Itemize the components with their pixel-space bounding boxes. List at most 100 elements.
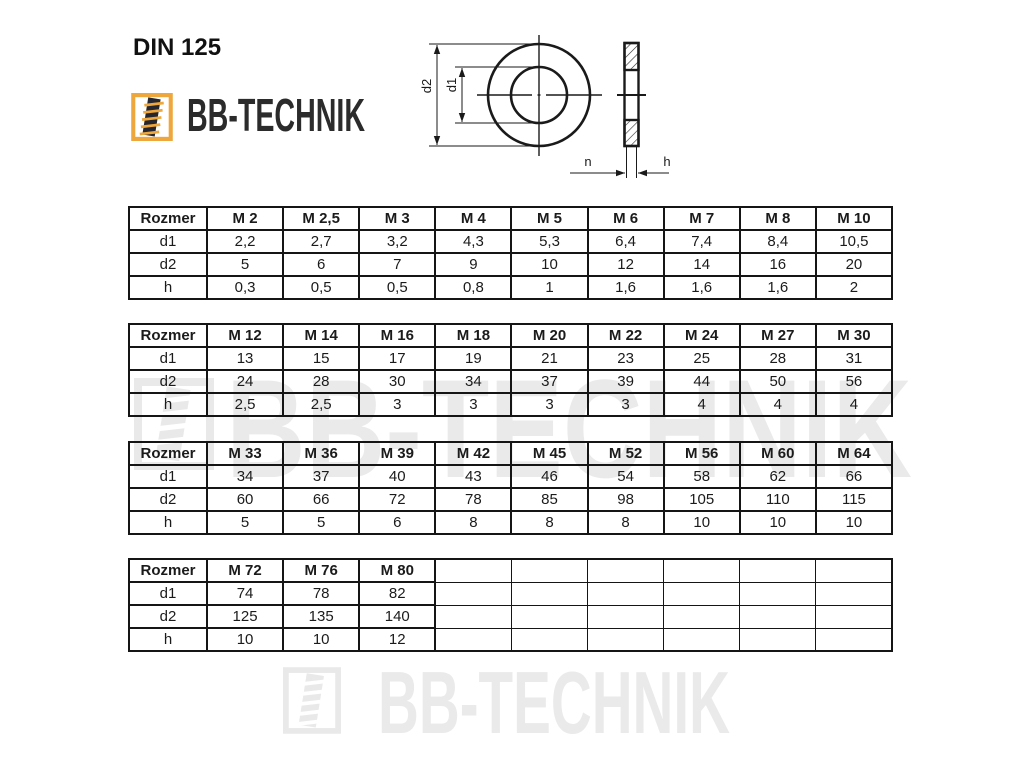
dimension-row-label: h — [128, 627, 208, 652]
dimension-value-cell — [434, 581, 512, 606]
dimension-value-cell: 44 — [662, 369, 741, 394]
dimension-value-cell — [510, 604, 589, 629]
table-row: d1 34 37 40 43 46 54 58 62 66 — [128, 464, 894, 489]
dimension-value-cell: 5 — [205, 510, 285, 535]
dimension-value-cell: 7 — [358, 252, 437, 277]
dimension-value-cell: 4 — [738, 392, 817, 417]
dimension-value-cell: 2,5 — [205, 392, 285, 417]
dimension-value-cell: 1 — [510, 275, 589, 300]
dimension-value-cell: 20 — [814, 252, 894, 277]
size-column-header: M 2,5 — [282, 206, 361, 231]
table-row: d2 125 135 140 — [128, 604, 893, 629]
dimension-row-label: d2 — [128, 252, 208, 277]
size-column-header: M 39 — [358, 441, 437, 466]
dimension-value-cell: 17 — [358, 346, 437, 371]
h-label: h — [663, 154, 670, 169]
size-column-header — [815, 558, 893, 583]
dimension-value-cell: 0,3 — [205, 275, 285, 300]
row-label-column-header: Rozmer — [128, 323, 208, 348]
dimension-value-cell: 4 — [814, 392, 894, 417]
watermark-bottom: BB-TECHNIK — [378, 663, 730, 741]
size-column-header: M 45 — [510, 441, 589, 466]
size-column-header: M 36 — [282, 441, 361, 466]
dimension-value-cell: 37 — [510, 369, 589, 394]
row-label-column-header: Rozmer — [128, 441, 208, 466]
dimension-value-cell: 5 — [205, 252, 285, 277]
size-table-m12-m30: Rozmer M 12 M 14 M 16 M 18 M 20 M 22 M 24 M 27 M … — [128, 323, 894, 417]
table-row: d2 24 28 30 34 37 39 44 50 56 — [128, 369, 894, 394]
dimension-value-cell: 140 — [358, 604, 437, 629]
dimension-value-cell — [587, 604, 665, 629]
watermark-text: BB-TECHNIK — [378, 663, 730, 741]
dimension-value-cell: 82 — [358, 581, 437, 606]
dimension-value-cell: 58 — [662, 464, 741, 489]
size-column-header: M 80 — [358, 558, 437, 583]
table-row: d1 2,2 2,7 3,2 4,3 5,3 6,4 7,4 8,4 10,5 — [128, 229, 894, 254]
dimension-value-cell: 23 — [586, 346, 665, 371]
size-column-header — [510, 558, 589, 583]
dimension-value-cell: 0,8 — [434, 275, 513, 300]
dimension-value-cell: 6 — [358, 510, 437, 535]
washer-side-view — [617, 41, 646, 178]
page-title: DIN 125 — [133, 34, 222, 61]
dimension-value-cell: 3 — [510, 392, 589, 417]
size-column-header: M 4 — [434, 206, 513, 231]
dimension-value-cell: 15 — [282, 346, 361, 371]
size-column-header: M 10 — [814, 206, 894, 231]
dimension-value-cell: 28 — [738, 346, 817, 371]
dimension-value-cell: 10 — [205, 627, 285, 652]
size-column-header — [663, 558, 741, 583]
table-header-row: Rozmer M 33 M 36 M 39 M 42 M 45 M 52 M 56 M 60 M … — [128, 441, 894, 466]
brand-name-text: BB-TECHNIK — [187, 95, 365, 139]
dimension-value-cell: 10,5 — [814, 229, 894, 254]
dimension-value-cell: 125 — [205, 604, 285, 629]
size-column-header: M 24 — [662, 323, 741, 348]
dimension-row-label: d2 — [128, 604, 208, 629]
size-column-header: M 30 — [814, 323, 894, 348]
dimension-value-cell: 8 — [586, 510, 665, 535]
dimension-value-cell: 3 — [358, 392, 437, 417]
dimension-value-cell: 13 — [205, 346, 285, 371]
dimension-value-cell: 10 — [738, 510, 817, 535]
table-header-row: Rozmer M 12 M 14 M 16 M 18 M 20 M 22 M 24 M 27 M … — [128, 323, 894, 348]
dimension-row-label: d1 — [128, 581, 208, 606]
dimension-value-cell: 105 — [662, 487, 741, 512]
size-column-header: M 14 — [282, 323, 361, 348]
dimension-value-cell: 34 — [434, 369, 513, 394]
dimension-value-cell: 54 — [586, 464, 665, 489]
dimension-value-cell: 9 — [434, 252, 513, 277]
washer-front-view — [477, 35, 602, 156]
brand-logo: BB-TECHNIK — [131, 93, 368, 141]
dimension-value-cell — [510, 627, 589, 652]
dimension-value-cell: 21 — [510, 346, 589, 371]
size-column-header: M 5 — [510, 206, 589, 231]
size-column-header: M 7 — [662, 206, 741, 231]
dimension-value-cell: 3,2 — [358, 229, 437, 254]
dimension-d2: d2 — [420, 43, 539, 147]
size-column-header: M 22 — [586, 323, 665, 348]
dimension-value-cell — [815, 627, 893, 652]
size-column-header: M 33 — [205, 441, 285, 466]
dimension-value-cell — [815, 604, 893, 629]
dimension-value-cell: 10 — [510, 252, 589, 277]
table-row: h 5 5 6 8 8 8 10 10 10 — [128, 510, 894, 535]
dimension-value-cell — [815, 581, 893, 606]
dimension-row-label: h — [128, 275, 208, 300]
size-column-header: M 8 — [738, 206, 817, 231]
dimension-value-cell: 85 — [510, 487, 589, 512]
n-label: n — [584, 154, 591, 169]
dimension-n-h: n h — [570, 154, 671, 177]
screw-logo-icon — [131, 93, 173, 141]
table-row: h 2,5 2,5 3 3 3 3 4 4 4 — [128, 392, 894, 417]
dimension-value-cell: 135 — [282, 604, 361, 629]
washer-technical-drawing: d2 d1 n h — [420, 35, 671, 178]
dimension-value-cell: 37 — [282, 464, 361, 489]
table-row: h 10 10 12 — [128, 627, 893, 652]
dimension-value-cell: 56 — [814, 369, 894, 394]
dimension-value-cell: 98 — [586, 487, 665, 512]
d2-label: d2 — [420, 79, 434, 93]
dimension-value-cell — [739, 627, 817, 652]
size-column-header: M 20 — [510, 323, 589, 348]
